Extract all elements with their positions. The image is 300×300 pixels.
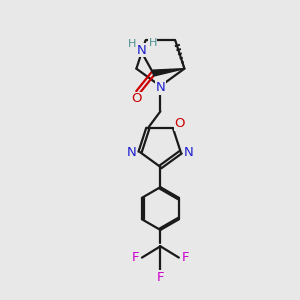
Polygon shape (153, 69, 184, 76)
Text: F: F (182, 251, 189, 264)
Text: H: H (148, 38, 157, 48)
Text: N: N (184, 146, 194, 159)
Text: N: N (127, 146, 136, 159)
Text: F: F (157, 271, 164, 284)
Text: N: N (137, 44, 147, 57)
Text: F: F (132, 251, 139, 264)
Text: O: O (131, 92, 142, 106)
Text: O: O (174, 117, 185, 130)
Text: H: H (128, 39, 136, 49)
Text: N: N (155, 81, 165, 94)
